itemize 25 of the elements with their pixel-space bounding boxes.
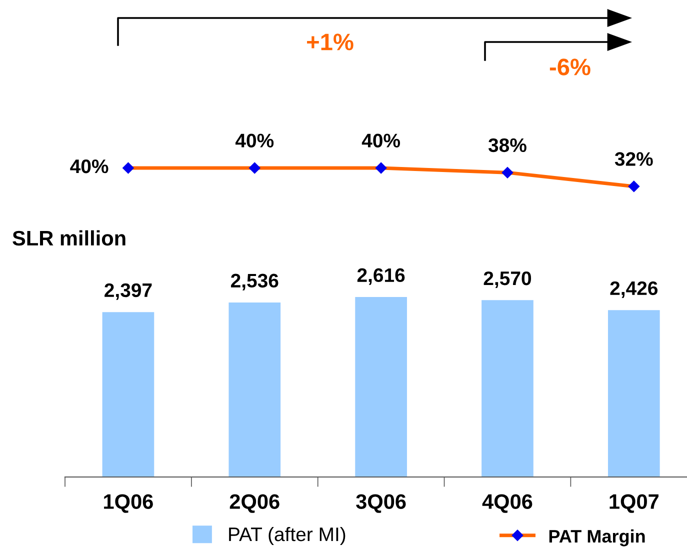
data-label: 32%: [614, 152, 653, 166]
legend-label: PAT (after MI): [229, 526, 346, 546]
data-label: 40%: [235, 134, 274, 148]
bar: [102, 312, 154, 477]
text: SLR million: [12, 230, 126, 246]
data-label: 2,397: [104, 283, 152, 300]
data-label: 38%: [488, 138, 526, 152]
data-label: 2,426: [610, 281, 658, 298]
data-label: 2,570: [484, 271, 532, 288]
x-tick-label: 1Q06: [104, 494, 153, 513]
bar: [482, 300, 534, 477]
text: +1%: [307, 34, 354, 50]
legend-label: PAT Margin: [549, 529, 645, 546]
data-label: 2,616: [357, 268, 405, 285]
text: -6%: [550, 58, 590, 76]
data-label: 40%: [362, 134, 400, 148]
bar: [608, 310, 660, 477]
bar: [355, 297, 407, 477]
x-tick-label: 4Q06: [482, 494, 532, 513]
data-label: 2,536: [230, 274, 278, 290]
data-label: 40%: [70, 159, 108, 174]
x-tick-label: 2Q06: [230, 494, 280, 513]
x-tick-label: 3Q06: [356, 494, 406, 513]
x-tick-label: 1Q07: [610, 494, 658, 513]
bar: [228, 302, 281, 477]
